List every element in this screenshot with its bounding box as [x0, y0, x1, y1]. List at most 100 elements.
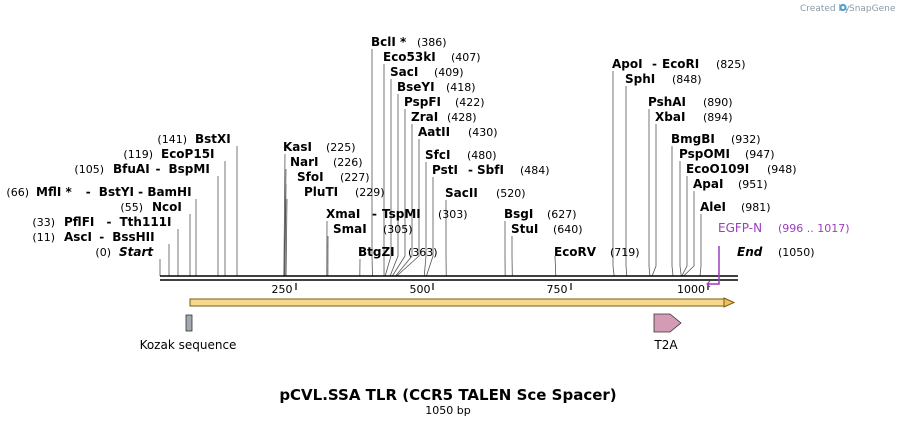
- site-name-2: BssHII: [112, 230, 154, 244]
- site-name: BmgBI: [671, 132, 715, 146]
- site-connector: [389, 94, 399, 277]
- site-connector: [554, 255, 557, 277]
- site-separator: -: [156, 162, 161, 176]
- site-connector: [625, 86, 628, 277]
- site-name: BfuAI: [113, 162, 150, 176]
- site-name: PluTI: [304, 185, 338, 199]
- site-connector: [683, 191, 695, 277]
- site-connector: [651, 124, 657, 277]
- site-name: PspFI: [404, 95, 441, 109]
- site-labels: (0) Start(11) AscI - BssHII(33) PflFI - Tth111I…: [6, 35, 814, 259]
- site-name: XbaI: [655, 110, 685, 124]
- site-name: SfoI: [297, 170, 324, 184]
- tick-label: 500: [410, 283, 431, 296]
- credit-text: Created by: [800, 4, 850, 14]
- site-position: (484): [520, 164, 550, 177]
- site-connector: [285, 198, 288, 277]
- site-name: SfcI: [425, 148, 450, 162]
- tick-500: 500: [410, 283, 434, 296]
- site-name: Eco53kI: [383, 50, 436, 64]
- site-position: (141): [157, 133, 187, 146]
- site-connectors: [159, 49, 702, 277]
- site-connector: [681, 176, 688, 277]
- snapgene-logo: [839, 3, 847, 12]
- site-separator: -: [99, 230, 104, 244]
- site-separator: -: [468, 163, 473, 177]
- site-position: (825): [716, 58, 746, 71]
- site-name: Start: [119, 245, 154, 259]
- credit-brand: SnapGene: [849, 4, 896, 14]
- site-connector: [679, 161, 682, 277]
- site-position: (1050): [778, 246, 815, 259]
- site-position: (227): [340, 171, 370, 184]
- site-name-2: BspMI: [169, 162, 210, 176]
- orf-arrow[interactable]: [189, 297, 736, 308]
- site-name: NcoI: [152, 200, 182, 214]
- feature-t2a[interactable]: T2A: [653, 313, 682, 352]
- site-name: SphI: [625, 72, 655, 86]
- site-name: XmaI: [326, 207, 360, 221]
- tick-label: 750: [547, 283, 568, 296]
- feature-label: Kozak sequence: [140, 338, 237, 352]
- site-name: BstXI: [195, 132, 231, 146]
- site-name: AscI: [64, 230, 92, 244]
- site-name-2: SbfI: [477, 163, 504, 177]
- site-position: (105): [74, 163, 104, 176]
- site-separator: -: [652, 57, 657, 71]
- site-position: (520): [496, 187, 526, 200]
- map-title: pCVL.SSA TLR (CCR5 TALEN Sce Spacer): [279, 386, 616, 404]
- site-connector: [384, 79, 392, 277]
- site-position: (303): [438, 208, 468, 221]
- site-name: MflI *: [36, 185, 72, 199]
- site-name: ZraI: [411, 110, 438, 124]
- tick-label: 1000: [677, 283, 705, 296]
- primer-name: EGFP-N: [718, 221, 762, 235]
- site-position: (640): [553, 223, 583, 236]
- site-name: EcoP15I: [161, 147, 215, 161]
- site-connector: [648, 109, 651, 277]
- site-connector: [426, 177, 434, 277]
- site-position: (225): [326, 141, 356, 154]
- feature-label: T2A: [653, 338, 678, 352]
- site-name: BtgZI: [358, 245, 395, 259]
- site-position: (119): [123, 148, 153, 161]
- site-position: (386): [417, 36, 447, 49]
- site-name: End: [737, 245, 763, 259]
- site-position: (422): [455, 96, 485, 109]
- site-name: AleI: [700, 200, 726, 214]
- tick-250: 250: [272, 283, 297, 296]
- site-position: (363): [408, 246, 438, 259]
- site-name: SmaI: [333, 222, 367, 236]
- site-position: (951): [738, 178, 768, 191]
- site-name: StuI: [511, 222, 538, 236]
- primer-range: (996 .. 1017): [778, 222, 850, 235]
- site-name: PshAI: [648, 95, 686, 109]
- site-name-2: EcoRI: [662, 57, 699, 71]
- site-name: EcoO109I: [686, 162, 749, 176]
- site-position: (430): [468, 126, 498, 139]
- site-name: SacII: [445, 186, 478, 200]
- site-name: ApoI: [612, 57, 643, 71]
- site-position: (305): [383, 223, 413, 236]
- site-position: (66): [6, 186, 29, 199]
- site-position: (848): [672, 73, 702, 86]
- feature-kozak[interactable]: Kozak sequence: [140, 314, 237, 352]
- site-position: (407): [451, 51, 481, 64]
- site-connector: [395, 124, 413, 277]
- tick-1000: 1000: [677, 283, 709, 296]
- site-position: (890): [703, 96, 733, 109]
- site-connector: [612, 71, 615, 277]
- site-position: (55): [120, 201, 143, 214]
- site-position: (480): [467, 149, 497, 162]
- site-position: (11): [32, 231, 55, 244]
- site-position: (947): [745, 148, 775, 161]
- site-position: (409): [434, 66, 464, 79]
- site-connector: [283, 153, 286, 277]
- site-separator: -: [86, 185, 91, 199]
- site-name: EcoRV: [554, 245, 597, 259]
- site-name-2: TspMI: [382, 207, 421, 221]
- site-separator: -: [372, 207, 377, 221]
- primer-egfp-n[interactable]: EGFP-N (996 .. 1017): [706, 221, 850, 288]
- site-name: KasI: [283, 140, 312, 154]
